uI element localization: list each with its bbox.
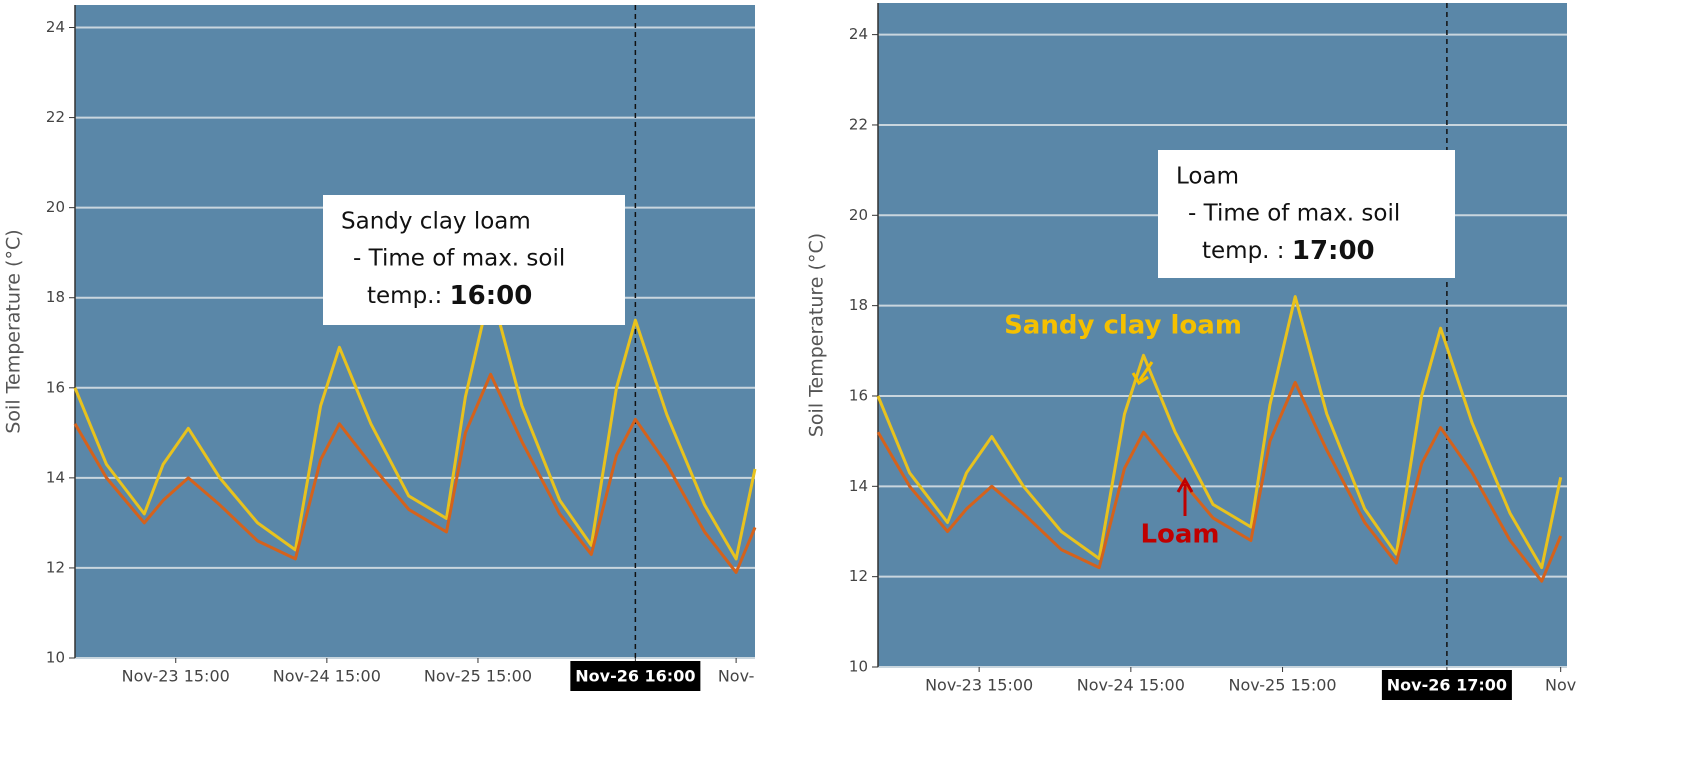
annotation-text: temp. : <box>1202 238 1292 264</box>
annotation-box <box>1158 150 1455 278</box>
annotation-line: - Time of max. soil <box>353 246 565 272</box>
y-tick-label: 18 <box>849 296 868 314</box>
label-arrow <box>1176 477 1194 516</box>
y-tick-label: 16 <box>46 378 65 396</box>
annotation-emphasis: 16:00 <box>450 281 533 311</box>
y-tick-label: 22 <box>46 108 65 126</box>
y-tick-label: 20 <box>46 198 65 216</box>
annotation-line: Loam <box>1176 164 1239 190</box>
series-line <box>73 372 757 574</box>
y-tick-label: 24 <box>46 18 65 36</box>
y-tick-label: 16 <box>849 386 868 404</box>
x-tick-label: Nov-26 16:00 <box>575 667 695 686</box>
y-tick-label: 20 <box>849 206 868 224</box>
x-tick-label: Nov-25 15:00 <box>1228 676 1336 695</box>
annotation-emphasis: 17:00 <box>1292 236 1375 266</box>
plot-background <box>878 3 1567 667</box>
y-tick-label: 10 <box>849 658 868 676</box>
crosshair-label-bg <box>570 661 701 691</box>
annotation-line: temp. : 17:00 <box>1202 236 1375 266</box>
series-line <box>73 287 757 561</box>
annotation-text: temp.: <box>367 283 450 309</box>
y-tick-label: 10 <box>46 649 65 667</box>
annotation-line: temp.: 16:00 <box>367 281 532 311</box>
x-tick-label: Nov- <box>718 667 755 686</box>
y-tick-label: 24 <box>849 25 868 43</box>
y-tick-label: 22 <box>849 115 868 133</box>
series-line <box>876 380 1563 583</box>
annotation-line: - Time of max. soil <box>1188 201 1400 227</box>
y-tick-label: 12 <box>46 558 65 576</box>
plot-background <box>75 5 755 658</box>
series-line <box>876 295 1563 570</box>
x-tick-label: Nov-23 15:00 <box>122 667 230 686</box>
y-tick-label: 12 <box>849 567 868 585</box>
crosshair-label-bg <box>1381 670 1512 700</box>
annotation-box <box>323 195 625 325</box>
annotation-line: Sandy clay loam <box>341 209 531 235</box>
x-tick-label: Nov-24 15:00 <box>1077 676 1185 695</box>
y-tick-label: 14 <box>46 468 65 486</box>
series-label: Sandy clay loam <box>1004 311 1242 341</box>
y-axis-label: Soil Temperature (°C) <box>3 229 25 433</box>
x-tick-label: Nov <box>1545 676 1576 695</box>
y-tick-label: 18 <box>46 288 65 306</box>
x-tick-label: Nov-24 15:00 <box>273 667 381 686</box>
label-arrow <box>1131 361 1154 386</box>
x-tick-label: Nov-23 15:00 <box>925 676 1033 695</box>
series-label: Loam <box>1140 520 1219 550</box>
y-tick-label: 14 <box>849 477 868 495</box>
y-axis-label: Soil Temperature (°C) <box>806 233 828 437</box>
x-tick-label: Nov-25 15:00 <box>424 667 532 686</box>
x-tick-label: Nov-26 17:00 <box>1387 676 1507 695</box>
